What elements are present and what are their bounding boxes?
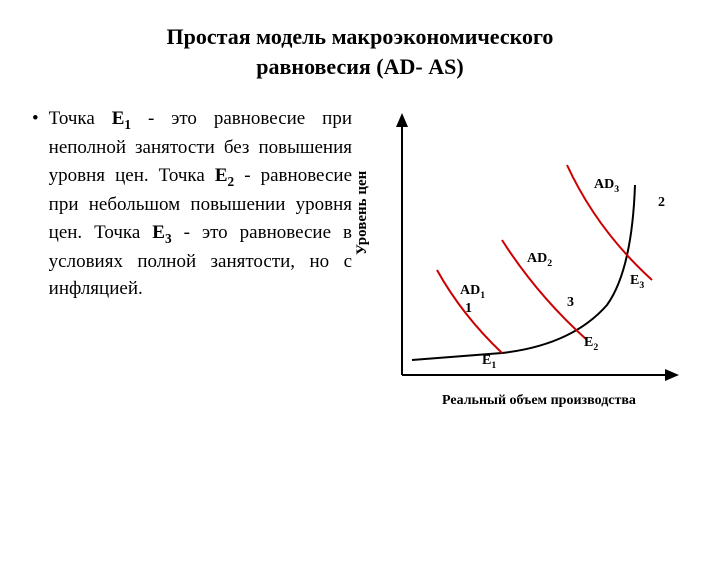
label-num1: 1 <box>465 301 472 317</box>
y-axis-label: Уровень цен <box>354 171 371 255</box>
label-e1: E1 <box>482 353 496 371</box>
title-line-2: равновесия (АD- АS) <box>256 54 463 79</box>
title-line-1: Простая модель макроэкономического <box>167 24 554 49</box>
x-axis-arrow <box>665 369 679 381</box>
label-num3: 3 <box>567 295 574 311</box>
label-ad3: AD3 <box>594 177 619 195</box>
y-axis-arrow <box>396 113 408 127</box>
label-ad2: AD2 <box>527 251 552 269</box>
paragraph: Точка Е1 - это равновесие при неполной з… <box>49 105 352 302</box>
label-e2: E2 <box>584 335 598 353</box>
bullet-dot: • <box>32 105 39 302</box>
label-ad1: AD1 <box>460 283 485 301</box>
label-num2: 2 <box>658 195 665 211</box>
chart-column: Уровень цен AD1 1 AD2 AD3 2 3 E1 E2 E3 Р… <box>362 105 692 430</box>
page-title: Простая модель макроэкономического равно… <box>0 22 720 81</box>
text-column: • Точка Е1 - это равновесие при неполной… <box>28 105 352 430</box>
content-row: • Точка Е1 - это равновесие при неполной… <box>0 105 720 430</box>
label-e3: E3 <box>630 273 644 291</box>
bullet-item: • Точка Е1 - это равновесие при неполной… <box>28 105 352 302</box>
x-axis-label: Реальный объем производства <box>442 393 636 409</box>
